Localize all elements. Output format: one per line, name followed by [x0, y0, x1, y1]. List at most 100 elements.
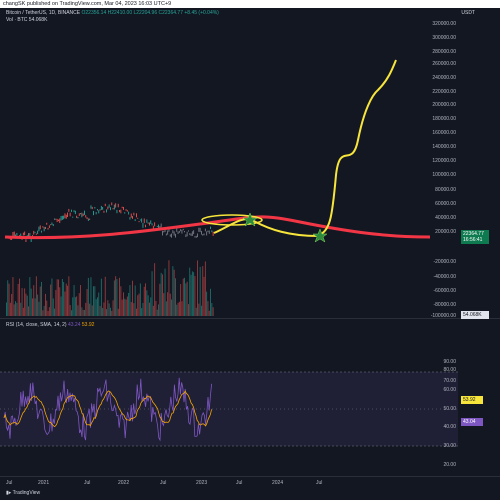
volume-bar — [110, 307, 111, 316]
price-axis-label: 240000.00 — [432, 75, 456, 81]
volume-bar — [15, 301, 16, 316]
price-axis-label: 40000.00 — [435, 215, 456, 221]
candle — [146, 219, 148, 223]
rsi-legend[interactable]: RSI (14, close, SMA, 14, 2) 43.24 53.92 — [6, 322, 94, 328]
logo-text: TradingView — [12, 490, 41, 496]
volume-bar — [210, 288, 211, 316]
candle — [94, 207, 96, 209]
volume-bar — [178, 301, 180, 316]
volume-bar — [67, 285, 68, 316]
candle — [37, 230, 39, 235]
moving-average-curve — [4, 215, 431, 240]
volume-bar — [26, 295, 28, 316]
volume-bar — [121, 299, 123, 316]
candle — [123, 206, 124, 210]
volume-bar — [32, 298, 33, 316]
candle — [67, 212, 68, 218]
volume-bar — [172, 266, 174, 316]
candle — [60, 216, 62, 221]
tradingview-logo[interactable]: ▮▸ TradingView — [6, 490, 40, 496]
volume-bar — [84, 309, 85, 316]
candle — [167, 230, 169, 235]
candle — [141, 218, 143, 223]
volume-bar — [160, 272, 162, 316]
time-axis-separator — [0, 476, 500, 477]
candle — [129, 217, 131, 220]
star-marker-1 — [242, 212, 258, 227]
candle — [202, 234, 204, 236]
candle — [150, 220, 152, 224]
volume-bar — [93, 286, 94, 316]
pane-separator[interactable] — [0, 318, 500, 319]
candle — [158, 224, 159, 228]
volume-bar — [104, 276, 106, 316]
candle — [111, 202, 113, 206]
volume-bar — [152, 305, 154, 316]
candle — [50, 224, 52, 226]
candle — [164, 228, 166, 233]
volume-bar — [11, 293, 13, 316]
rsi-sma-value: 53.92 — [81, 322, 95, 328]
volume-bar — [43, 305, 45, 316]
candle — [210, 226, 211, 230]
volume-bar — [139, 283, 141, 316]
candle — [203, 233, 205, 236]
candle — [138, 221, 140, 223]
volume-bar — [29, 277, 31, 316]
candle — [125, 209, 127, 211]
candle — [124, 212, 126, 214]
candle — [116, 209, 118, 214]
candle — [197, 233, 198, 238]
volume-bar — [150, 297, 152, 316]
price-axis-label: -100000.00 — [430, 313, 456, 319]
candle — [151, 223, 153, 226]
volume-bar — [197, 260, 198, 316]
publish-info: changSK published on TradingView.com, Ma… — [3, 1, 172, 7]
symbol-header[interactable]: Bitcoin / TetherUS, 1D, BINANCE O22356.1… — [6, 10, 219, 16]
candle — [198, 227, 200, 232]
volume-bar — [112, 300, 114, 316]
rsi-label[interactable]: RSI (14, close, SMA, 14, 2) — [6, 322, 67, 328]
volume-bar — [47, 310, 49, 316]
price-axis-label: 160000.00 — [432, 130, 456, 136]
volume-bar — [28, 306, 29, 316]
rsi-axis-label: 30.00 — [443, 443, 456, 449]
volume-bar — [52, 298, 54, 316]
volume-bar — [155, 300, 157, 316]
volume-bar — [158, 304, 159, 316]
volume-bar — [201, 305, 202, 316]
volume-bar — [89, 303, 91, 316]
candle — [204, 228, 206, 232]
candle — [119, 209, 120, 213]
currency-label[interactable]: USDT — [461, 10, 475, 16]
volume-bar — [7, 280, 9, 316]
candle — [13, 231, 15, 237]
volume-bar — [190, 274, 192, 316]
time-axis-label: Jul — [316, 480, 323, 486]
volume-bar — [72, 297, 74, 316]
volume-bar — [19, 278, 20, 316]
candle — [147, 222, 149, 224]
candle — [58, 219, 59, 222]
price-axis-label: 200000.00 — [432, 102, 456, 108]
volume-bar — [181, 301, 183, 316]
candle — [85, 215, 87, 218]
volume-bar — [107, 300, 109, 316]
candle — [35, 233, 37, 235]
candle — [48, 225, 50, 228]
volume-bars — [6, 260, 214, 316]
candle — [99, 209, 101, 211]
volume-bar — [162, 274, 163, 316]
volume-legend[interactable]: Vol · BTC 54.068K — [6, 17, 48, 23]
volume-bar — [58, 279, 59, 316]
candle — [173, 231, 175, 236]
candle — [184, 230, 185, 233]
volume-bar — [90, 277, 92, 316]
time-axis-label: 2024 — [272, 480, 284, 486]
volume-bar — [116, 279, 118, 316]
symbol-name[interactable]: Bitcoin / TetherUS, 1D, BINANCE — [6, 10, 81, 16]
candle — [84, 210, 85, 216]
candle — [133, 212, 135, 216]
candle — [71, 209, 72, 212]
